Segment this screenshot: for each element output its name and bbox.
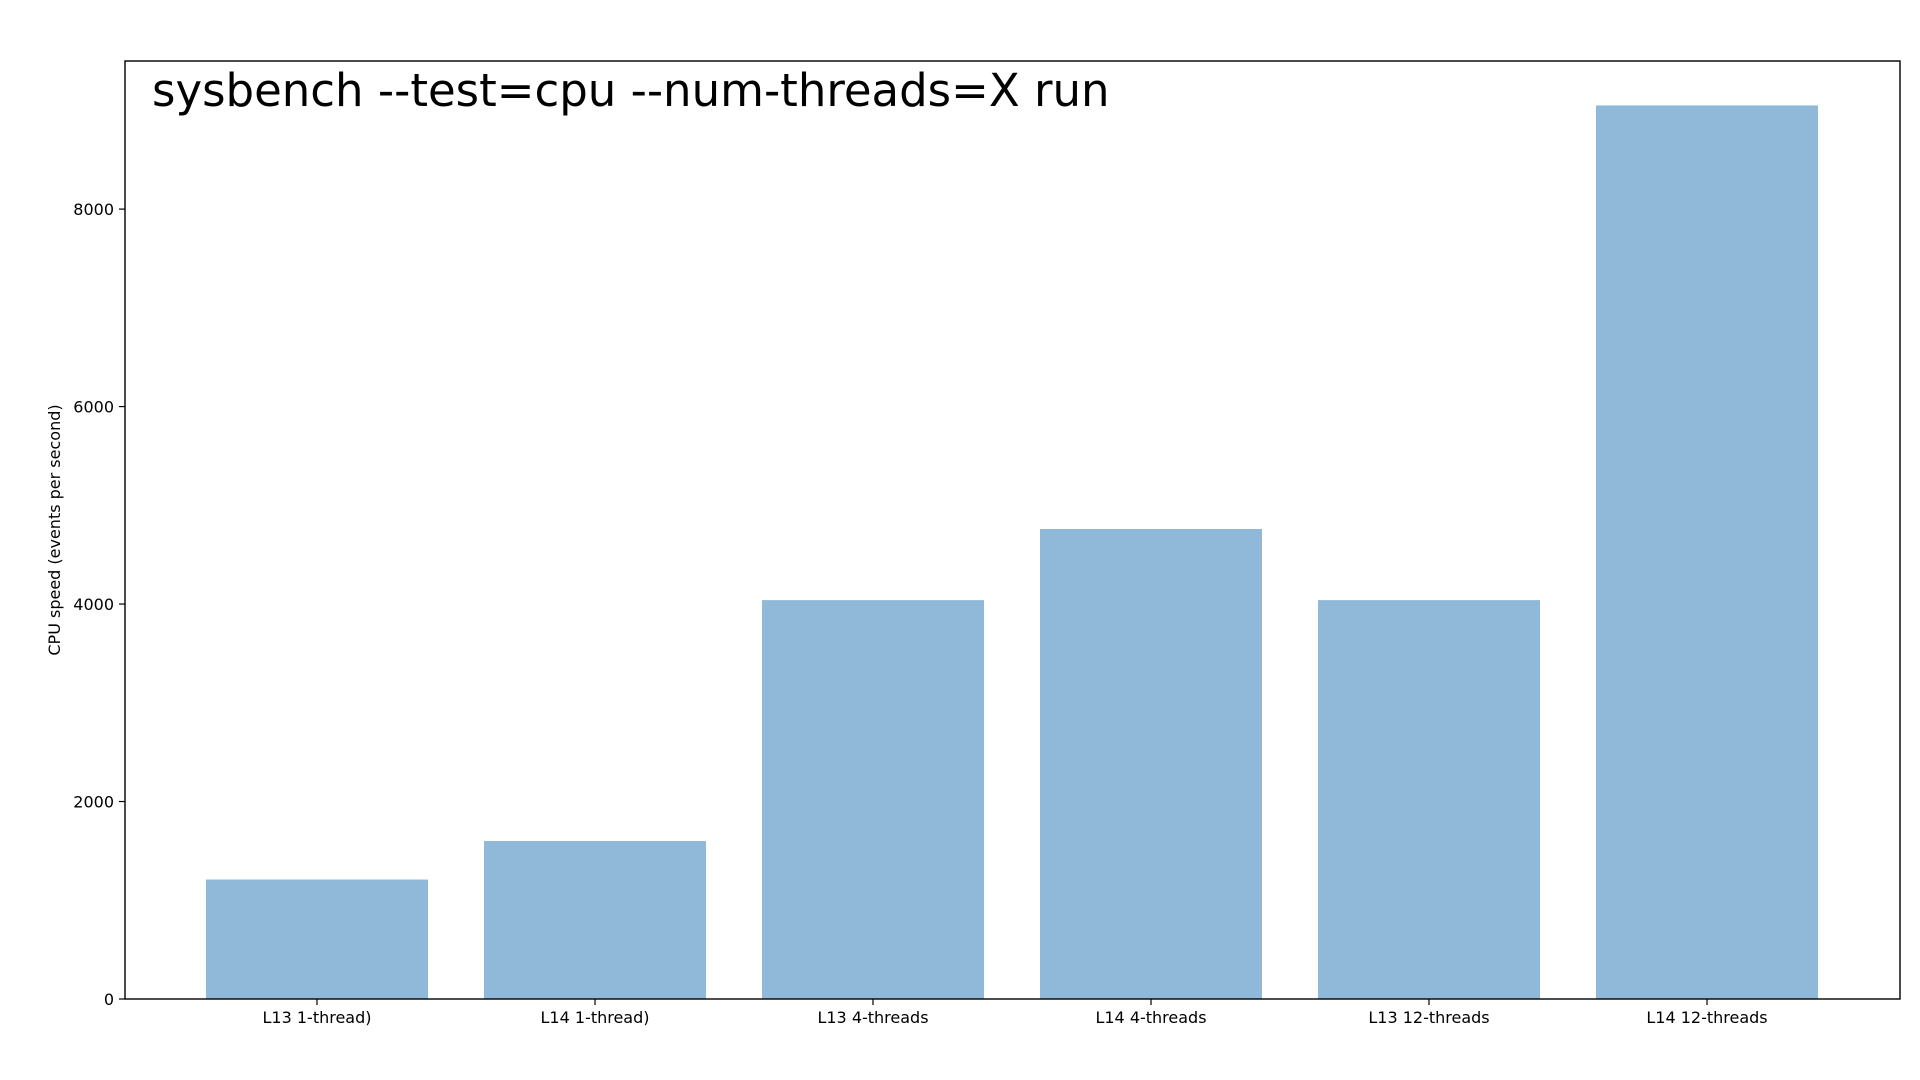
x-tick-label: L14 1-thread) xyxy=(541,1008,650,1027)
y-tick-label: 0 xyxy=(104,990,114,1009)
bar-l14-12-threads xyxy=(1596,105,1818,999)
x-tick-label: L13 1-thread) xyxy=(263,1008,372,1027)
y-tick-label: 2000 xyxy=(73,793,114,812)
bar-l13-4-threads xyxy=(762,600,984,999)
bar-l14-1-thread xyxy=(484,841,706,999)
y-tick-label: 4000 xyxy=(73,595,114,614)
bar-l13-1-thread xyxy=(206,879,428,999)
y-axis-ticks: 0 2000 4000 6000 8000 xyxy=(73,200,125,1009)
x-tick-label: L14 12-threads xyxy=(1646,1008,1767,1027)
chart-title: sysbench --test=cpu --num-threads=X run xyxy=(152,64,1110,117)
x-tick-label: L14 4-threads xyxy=(1095,1008,1206,1027)
y-tick-label: 6000 xyxy=(73,398,114,417)
plot-frame xyxy=(124,60,1901,1000)
y-tick-label: 8000 xyxy=(73,200,114,219)
y-axis-title: CPU speed (events per second) xyxy=(45,404,64,655)
x-tick-label: L13 12-threads xyxy=(1368,1008,1489,1027)
x-tick-label: L13 4-threads xyxy=(817,1008,928,1027)
x-axis-ticks: L13 1-thread) L14 1-thread) L13 4-threads L… xyxy=(263,999,1768,1027)
bars xyxy=(206,105,1818,999)
bar-l14-4-threads xyxy=(1040,529,1262,999)
bar-l13-12-threads xyxy=(1318,600,1540,999)
